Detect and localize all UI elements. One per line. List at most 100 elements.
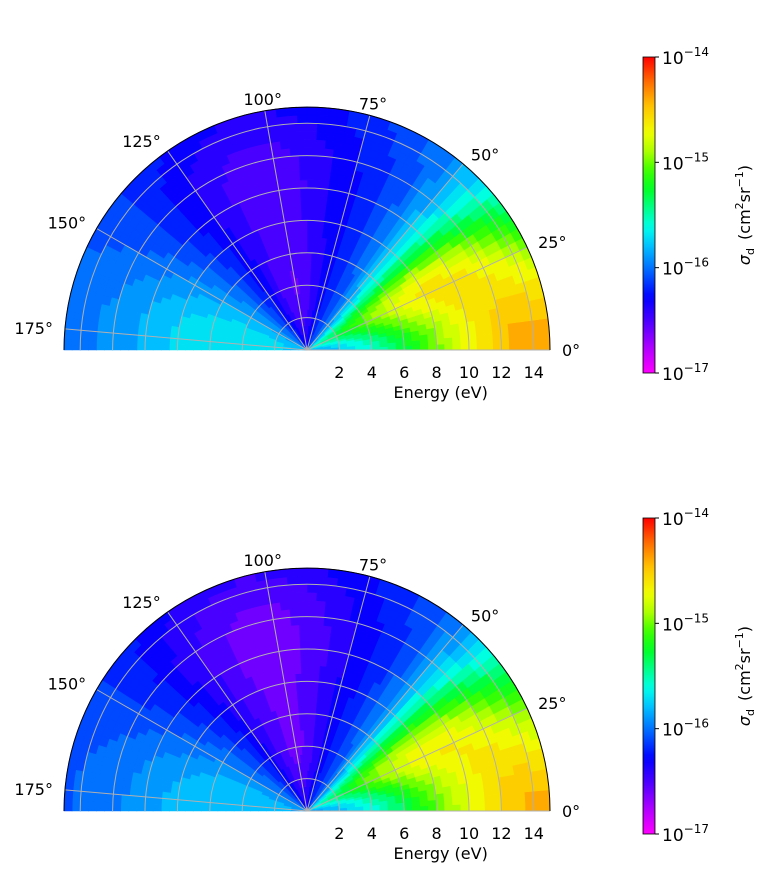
- colorbar-tick-label: 10−14: [662, 506, 709, 530]
- heatmap-cell: [121, 325, 131, 335]
- heatmap-cell: [71, 800, 81, 812]
- heatmap-cell: [428, 805, 437, 812]
- heatmap-cell: [306, 130, 317, 140]
- heatmap-cell: [281, 156, 292, 166]
- heatmap-cell: [299, 640, 308, 650]
- heatmap-cell: [310, 713, 316, 723]
- heatmap-cell: [329, 625, 340, 636]
- heatmap-cell: [317, 681, 325, 691]
- heatmap-cell: [314, 616, 325, 626]
- heatmap-cell: [287, 592, 299, 602]
- grid-circle: [112, 155, 502, 351]
- radial-tick-label: 8: [432, 824, 442, 843]
- heatmap-cell: [300, 664, 308, 674]
- heatmap-cell: [306, 745, 311, 755]
- heatmap-cell: [328, 172, 339, 183]
- heatmap-cell: [293, 195, 301, 206]
- heatmap-cell: [306, 624, 316, 634]
- heatmap-cell: [306, 228, 313, 238]
- heatmap-cell: [144, 803, 154, 812]
- heatmap-cell: [320, 649, 329, 659]
- colorbar-gradient: [642, 517, 656, 835]
- heatmap-cell: [301, 689, 308, 699]
- radial-tick-label: 12: [491, 363, 511, 382]
- heatmap-cell: [524, 790, 534, 802]
- heatmap-cell: [296, 575, 308, 585]
- heatmap-cell: [313, 656, 321, 667]
- heatmap-cell: [293, 665, 302, 675]
- heatmap-cell: [282, 164, 292, 174]
- heatmap-cell: [306, 220, 313, 229]
- heatmap-cell: [452, 803, 462, 812]
- heatmap-cell: [323, 608, 334, 619]
- heatmap-cell: [321, 633, 331, 643]
- heatmap-cell: [306, 575, 318, 585]
- heatmap-cell: [297, 591, 308, 601]
- heatmap-cell: [233, 807, 243, 812]
- heatmap-cell: [507, 322, 518, 333]
- heatmap-cell: [153, 329, 163, 338]
- heatmap-cell: [306, 648, 315, 658]
- heatmap-cell: [306, 640, 315, 650]
- heatmap-cell: [233, 346, 243, 351]
- colorbar-tick-label: 10−16: [662, 256, 709, 280]
- radial-tick-label: 2: [334, 824, 344, 843]
- grid-spoke: [167, 611, 308, 812]
- heatmap-cell: [301, 228, 308, 238]
- angle-tick-label: 125°: [122, 593, 161, 612]
- heatmap-cell: [317, 220, 325, 230]
- heatmap-cell: [306, 252, 312, 262]
- heatmap-cell: [306, 591, 317, 601]
- heatmap-cell: [104, 784, 115, 795]
- heatmap-cell: [322, 617, 333, 627]
- grid-circle: [176, 219, 438, 351]
- heatmap-cell: [443, 336, 453, 345]
- heatmap-cell: [460, 803, 470, 812]
- heatmap-cell: [279, 139, 290, 150]
- radial-tick-label: 14: [524, 824, 544, 843]
- heatmap-cell: [146, 782, 156, 792]
- heatmap-cell: [225, 807, 235, 812]
- heatmap-cell: [540, 789, 551, 802]
- heatmap-cell: [395, 806, 405, 812]
- heatmap-cell: [160, 343, 170, 351]
- heatmap-cell: [306, 583, 318, 593]
- heatmap-cell: [80, 781, 91, 793]
- heatmap-cell: [306, 244, 312, 254]
- heatmap-cell: [310, 244, 317, 254]
- heatmap-cell: [277, 584, 289, 595]
- heatmap-cell: [314, 163, 324, 173]
- heatmap-cell: [285, 567, 298, 578]
- polar-grid: [64, 571, 550, 812]
- heatmap-cell: [517, 801, 527, 812]
- grid-circle: [176, 680, 438, 812]
- heatmap-cell: [112, 341, 122, 351]
- heatmap-cell: [316, 689, 324, 699]
- heatmap-cell: [326, 189, 336, 199]
- heatmap-cell: [509, 340, 518, 351]
- heatmap-cell: [284, 641, 294, 651]
- heatmap-cell: [306, 705, 312, 715]
- heatmap-cell: [310, 252, 316, 262]
- heatmap-cell: [515, 321, 526, 332]
- heatmap-cell: [282, 348, 292, 351]
- heatmap-cell: [144, 796, 155, 805]
- heatmap-cell: [120, 333, 130, 343]
- heatmap-cell: [310, 705, 317, 715]
- heatmap-cell: [96, 331, 106, 342]
- colorbar-tick-label: 10−15: [662, 150, 709, 174]
- heatmap-cell: [317, 212, 326, 222]
- heatmap-cell: [300, 211, 308, 221]
- heatmap-cell: [516, 791, 526, 803]
- heatmap-cell: [468, 803, 478, 812]
- x-axis-label: Energy (eV): [393, 383, 487, 402]
- angle-tick-label: 25°: [538, 694, 566, 713]
- heatmap-cell: [325, 584, 337, 595]
- heatmap-cell: [306, 697, 313, 707]
- radial-tick-label: 12: [491, 824, 511, 843]
- heatmap-cell: [500, 340, 510, 351]
- heatmap-cell: [63, 339, 73, 351]
- heatmap-cell: [316, 228, 324, 238]
- heatmap-cell: [315, 608, 325, 618]
- heatmap-cell: [278, 592, 289, 603]
